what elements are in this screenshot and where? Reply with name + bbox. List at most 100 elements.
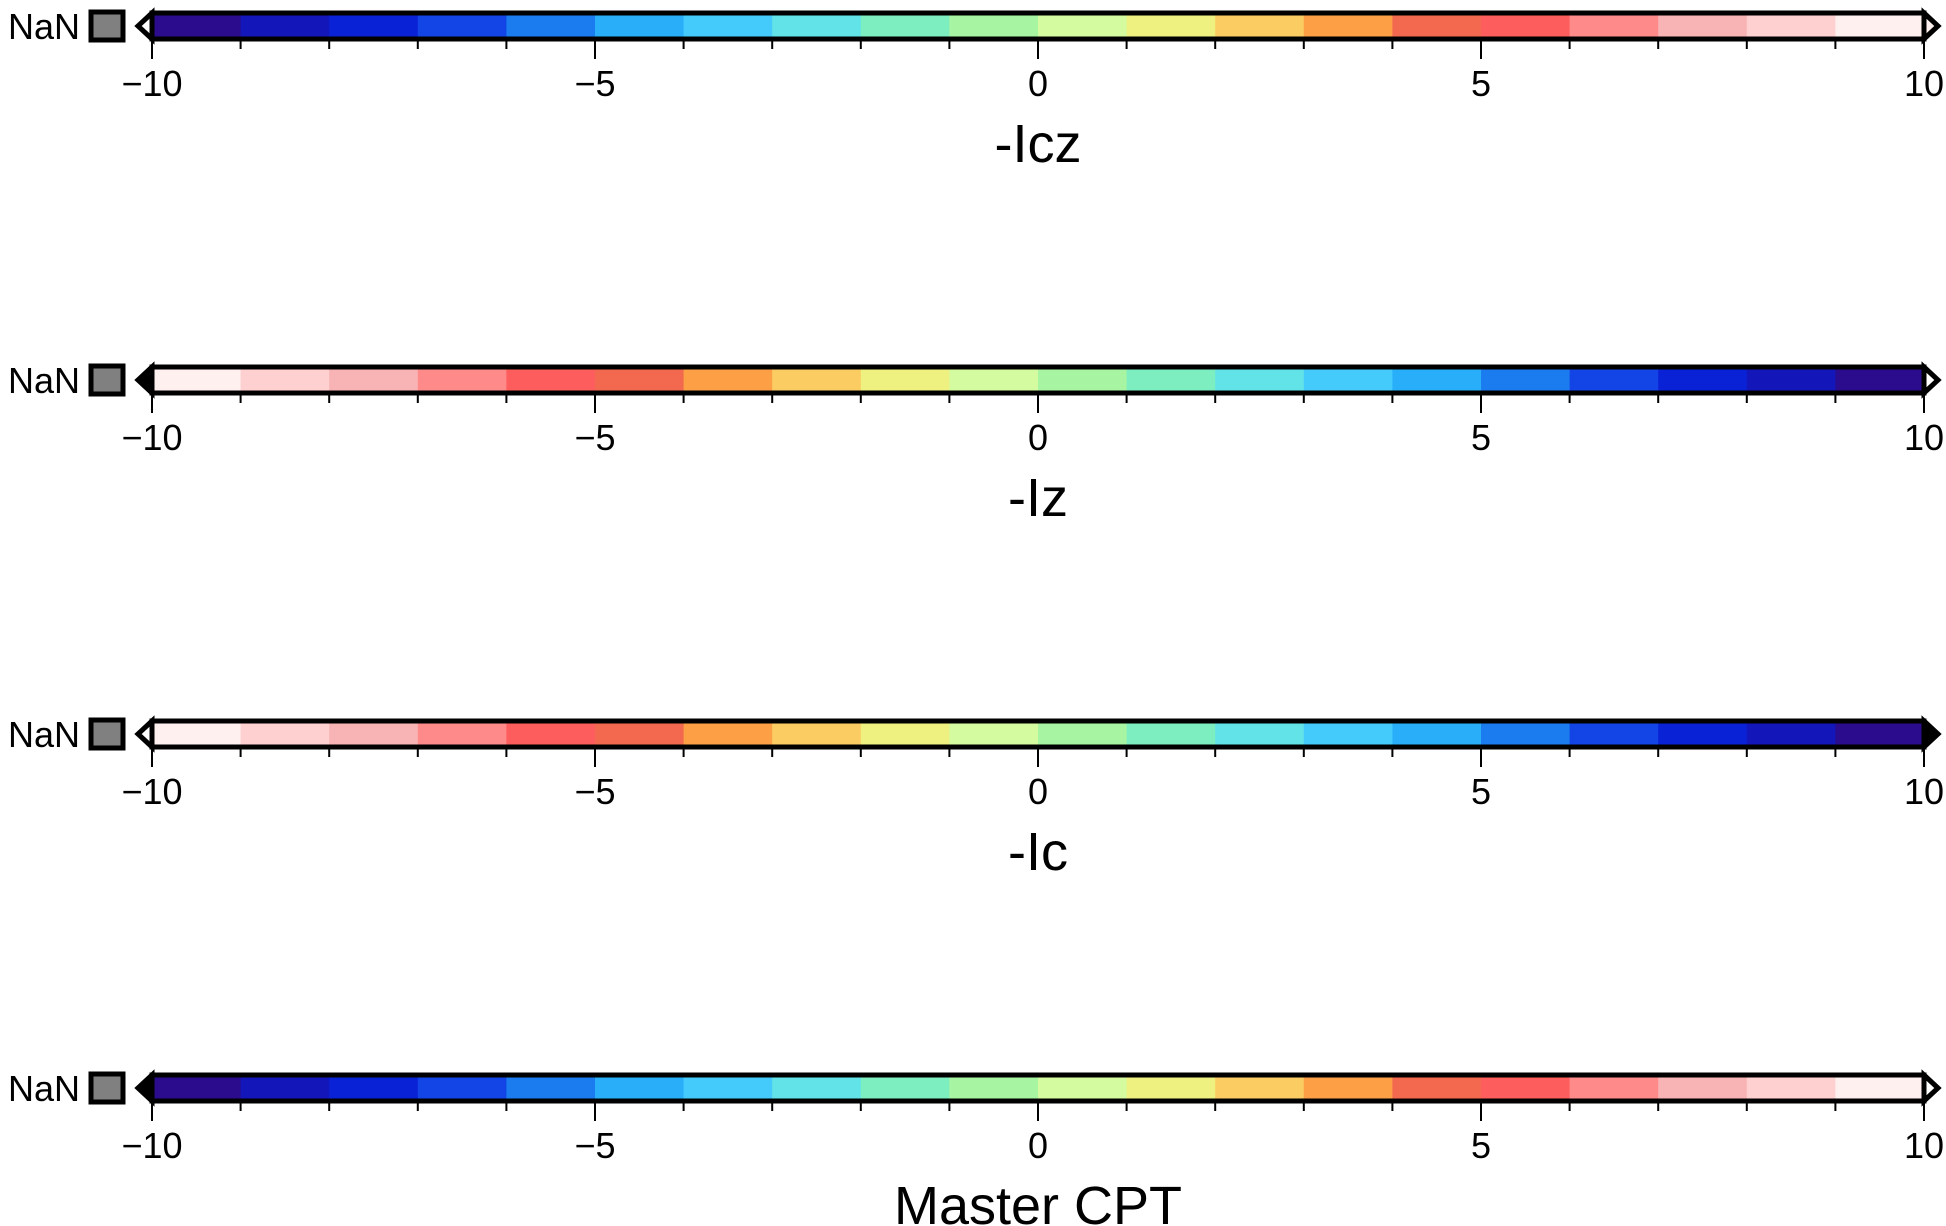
nan-swatch — [88, 1071, 126, 1105]
color-bin — [1835, 721, 1925, 747]
color-bin — [772, 367, 862, 393]
color-bin — [1569, 13, 1659, 39]
tick-label: 5 — [1471, 63, 1491, 104]
color-bin — [240, 367, 330, 393]
color-bin — [1215, 1075, 1305, 1101]
color-bin — [329, 721, 419, 747]
tick-label: −10 — [121, 63, 182, 104]
color-bin — [1481, 721, 1571, 747]
color-bin — [240, 13, 330, 39]
color-bin — [860, 13, 950, 39]
color-bin — [506, 1075, 596, 1101]
color-bin — [772, 13, 862, 39]
color-bin — [1658, 367, 1748, 393]
tick-label: 10 — [1904, 63, 1944, 104]
tick-label: 0 — [1028, 771, 1048, 812]
color-bin — [595, 721, 685, 747]
color-bin — [1746, 13, 1836, 39]
color-bin — [1569, 367, 1659, 393]
nan-swatch — [88, 717, 126, 751]
colorbar-label: -Icz — [995, 114, 1082, 174]
colorbar-label: -Iz — [1008, 468, 1068, 528]
colorbar: NaN −10 −5 0 5 10 Master CPT — [8, 1068, 1944, 1226]
color-bin — [1746, 367, 1836, 393]
color-bin — [506, 721, 596, 747]
color-bin — [1126, 721, 1216, 747]
color-bin — [417, 721, 507, 747]
color-bin — [1303, 1075, 1393, 1101]
color-bin — [1038, 13, 1128, 39]
tick-label: −10 — [121, 771, 182, 812]
color-bin — [240, 721, 330, 747]
color-bin — [1392, 13, 1482, 39]
color-bin — [1126, 13, 1216, 39]
tick-label: −10 — [121, 1125, 182, 1166]
color-bin — [152, 13, 242, 39]
tick-label: −5 — [574, 1125, 615, 1166]
tick-label: 5 — [1471, 1125, 1491, 1166]
color-bin — [1481, 13, 1571, 39]
color-bin — [1303, 721, 1393, 747]
color-bin — [949, 1075, 1039, 1101]
color-bin — [1126, 367, 1216, 393]
color-bin — [1835, 13, 1925, 39]
bar-outline — [149, 718, 1927, 750]
color-bin — [1569, 721, 1659, 747]
nan-label: NaN — [8, 1068, 80, 1109]
color-bin — [506, 13, 596, 39]
color-bin — [1215, 721, 1305, 747]
color-bin — [329, 13, 419, 39]
nan-label: NaN — [8, 714, 80, 755]
tick-label: −5 — [574, 63, 615, 104]
color-bin — [1392, 721, 1482, 747]
color-bin — [1303, 13, 1393, 39]
color-bin — [1835, 367, 1925, 393]
color-bin — [1392, 367, 1482, 393]
color-bin — [417, 367, 507, 393]
colorbar-label: Master CPT — [894, 1176, 1182, 1226]
color-bin — [595, 13, 685, 39]
color-bin — [1746, 721, 1836, 747]
color-bin — [417, 13, 507, 39]
color-bin — [1303, 367, 1393, 393]
tick-label: −10 — [121, 417, 182, 458]
nan-swatch — [88, 363, 126, 397]
color-bin — [860, 721, 950, 747]
tick-label: 0 — [1028, 63, 1048, 104]
nan-swatch — [88, 9, 126, 43]
tick-label: 5 — [1471, 417, 1491, 458]
bar-outline — [149, 364, 1927, 396]
color-bin — [860, 367, 950, 393]
colorbar: NaN −10 −5 0 5 10 -Ic — [8, 714, 1944, 882]
color-bin — [683, 367, 773, 393]
color-bin — [949, 367, 1039, 393]
color-bin — [1392, 1075, 1482, 1101]
color-bin — [772, 1075, 862, 1101]
color-bin — [152, 367, 242, 393]
color-bin — [595, 1075, 685, 1101]
color-bin — [683, 721, 773, 747]
color-bin — [1746, 1075, 1836, 1101]
color-bin — [1569, 1075, 1659, 1101]
tick-label: −5 — [574, 771, 615, 812]
color-bin — [1658, 721, 1748, 747]
color-bin — [152, 1075, 242, 1101]
tick-label: 5 — [1471, 771, 1491, 812]
colorbar-label: -Ic — [1008, 822, 1068, 882]
color-bin — [772, 721, 862, 747]
colorbar: NaN −10 −5 0 5 10 -Icz — [8, 6, 1944, 174]
tick-label: −5 — [574, 417, 615, 458]
nan-label: NaN — [8, 360, 80, 401]
color-bin — [595, 367, 685, 393]
color-bin — [506, 367, 596, 393]
color-bin — [1038, 721, 1128, 747]
color-bin — [329, 367, 419, 393]
tick-label: 0 — [1028, 417, 1048, 458]
color-bin — [949, 721, 1039, 747]
color-bin — [1038, 1075, 1128, 1101]
color-bin — [152, 721, 242, 747]
color-bin — [417, 1075, 507, 1101]
color-bin — [1481, 367, 1571, 393]
bar-outline — [149, 10, 1927, 42]
